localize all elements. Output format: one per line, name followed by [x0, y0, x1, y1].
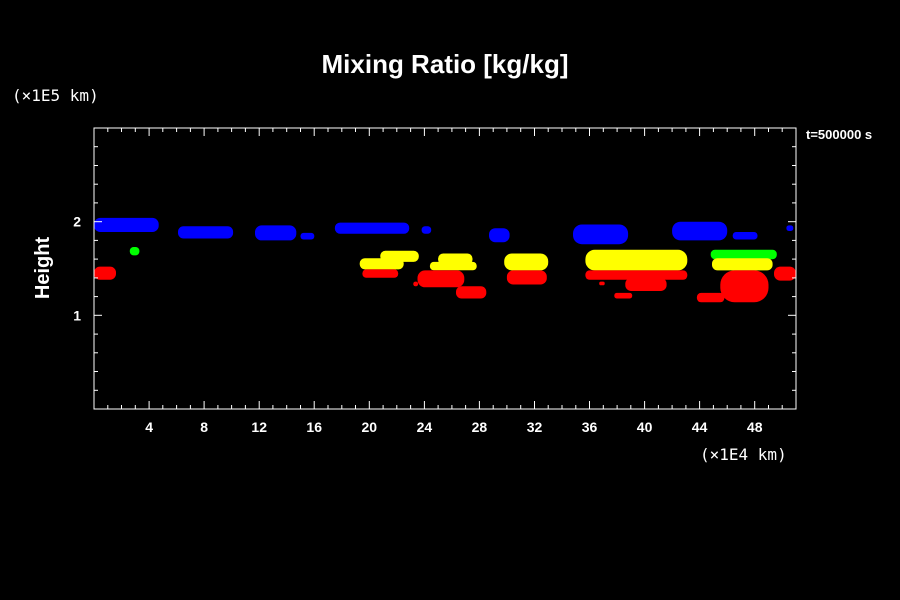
x-tick-label: 48: [747, 419, 763, 435]
blue-region: [94, 217, 159, 232]
time-label: t=500000 s: [806, 127, 872, 142]
x-tick-label: 36: [582, 419, 598, 435]
yellow-region: [380, 250, 419, 262]
x-tick-label: 24: [417, 419, 433, 435]
x-tick-label: 16: [306, 419, 322, 435]
y-tick-label: 2: [73, 214, 81, 230]
red-region: [506, 270, 547, 285]
yellow-region: [438, 253, 473, 265]
red-region: [456, 286, 487, 299]
yellow-region: [712, 258, 773, 271]
yellow-region: [585, 249, 688, 271]
blue-region: [178, 226, 234, 239]
green-region: [129, 247, 140, 256]
x-tick-label: 44: [692, 419, 708, 435]
chart-title: Mixing Ratio [kg/kg]: [322, 49, 569, 79]
blue-region: [732, 232, 758, 240]
green-region: [710, 249, 777, 260]
blue-region: [573, 224, 629, 245]
red-region: [696, 292, 725, 303]
blue-region: [421, 226, 432, 234]
plot-frame: [93, 127, 797, 410]
y-tick-label: 1: [73, 307, 81, 323]
yellow-region: [504, 253, 549, 271]
red-region: [614, 292, 633, 299]
red-region: [599, 281, 605, 286]
x-tick-label: 32: [527, 419, 543, 435]
red-region: [362, 269, 399, 278]
red-region: [417, 270, 465, 288]
red-region: [720, 270, 769, 303]
red-region: [94, 266, 116, 280]
x-unit-label: (×1E4 km): [700, 445, 787, 464]
blue-region: [255, 225, 297, 241]
x-tick-labels: 4 8 12 16 20 24 28 32 36 40 44 48: [145, 419, 762, 435]
blue-region: [786, 225, 794, 231]
red-region: [774, 266, 796, 281]
x-tick-label: 4: [145, 419, 153, 435]
axis-ticks: [94, 128, 796, 409]
y-axis-title: Height: [32, 237, 54, 300]
red-region: [413, 281, 419, 287]
blue-region: [489, 228, 510, 243]
plot-area: 4 8 12 16 20 24 28 32 36 40 44 48 12: [73, 127, 797, 435]
blue-region: [672, 221, 728, 241]
x-tick-label: 8: [200, 419, 208, 435]
blue-region: [300, 232, 315, 240]
y-unit-label: (×1E5 km): [12, 86, 99, 105]
x-tick-label: 20: [362, 419, 378, 435]
red-region: [585, 270, 688, 280]
blue-region: [334, 222, 410, 234]
x-tick-label: 28: [472, 419, 488, 435]
x-tick-label: 12: [251, 419, 267, 435]
red-region: [625, 277, 667, 291]
x-tick-label: 40: [637, 419, 653, 435]
y-tick-labels: 12: [73, 214, 81, 324]
mixing-ratio-regions: [94, 217, 796, 303]
